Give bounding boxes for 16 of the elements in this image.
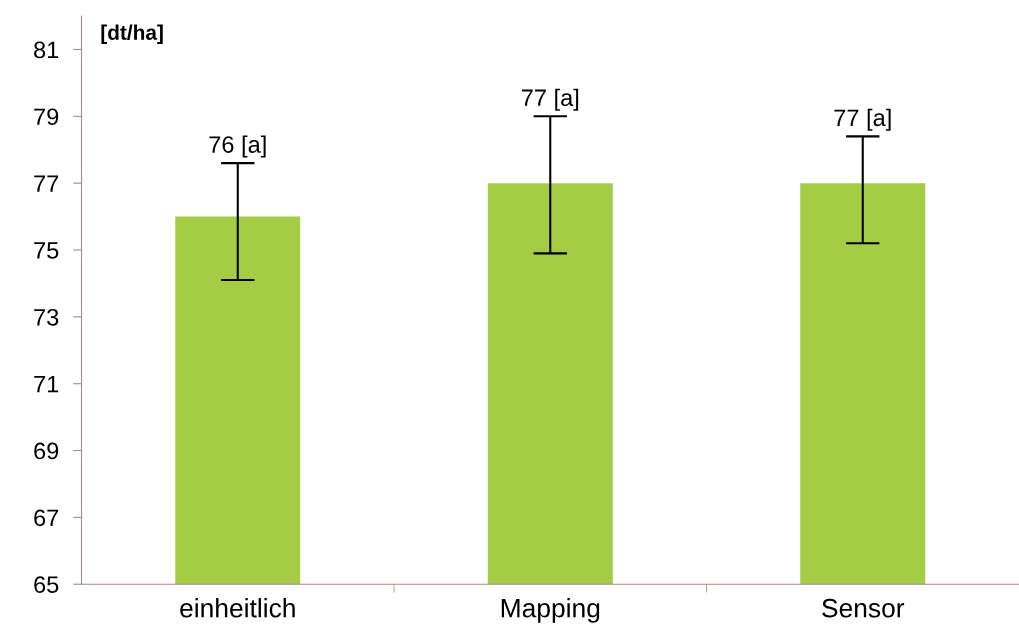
- x-tick-label: einheitlich: [180, 598, 295, 618]
- data-label: 77 [a]: [521, 88, 579, 111]
- y-tick-label: 75: [34, 242, 59, 259]
- y-tick-label: 69: [34, 442, 59, 460]
- x-tick-label: Sensor: [822, 598, 905, 618]
- y-tick-label: 79: [34, 108, 59, 126]
- data-label: 76 [a]: [209, 135, 266, 158]
- y-tick-label: 65: [34, 576, 59, 594]
- y-tick-label: 73: [34, 308, 59, 326]
- y-tick-label: 71: [34, 376, 59, 393]
- x-tick-label: Mapping: [501, 598, 600, 623]
- y-tick-label: 77: [34, 175, 59, 192]
- y-tick-label: 81: [34, 41, 59, 59]
- y-axis-title: [dt/ha]: [101, 24, 163, 44]
- data-label: 77 [a]: [834, 108, 891, 131]
- y-tick-label: 67: [34, 509, 59, 527]
